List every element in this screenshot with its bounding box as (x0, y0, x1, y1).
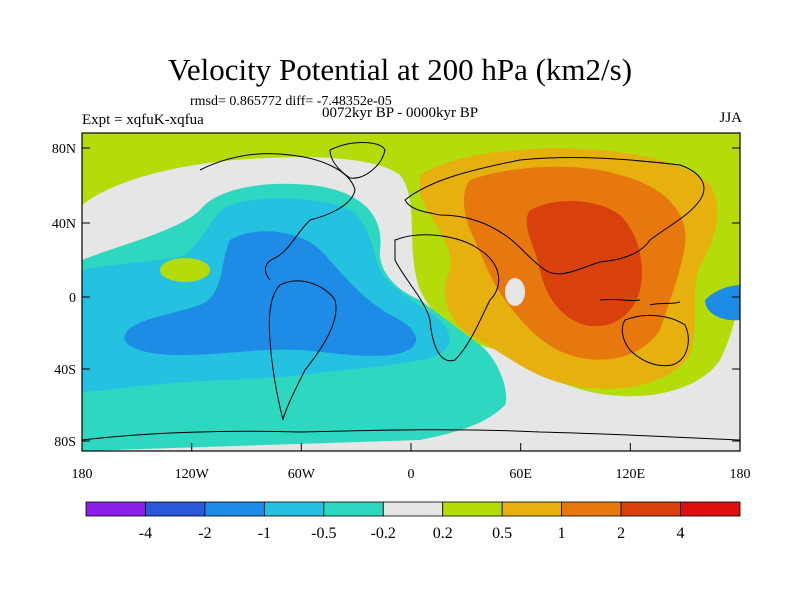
colorbar-label: -1 (258, 525, 271, 542)
coast-africa (394, 234, 500, 362)
lat-label-40s: 40S (54, 363, 76, 378)
experiment-label: Expt = xqfuK-xqfua (82, 112, 204, 128)
colorbar-label: 0.5 (492, 525, 512, 542)
field-blue (124, 231, 417, 356)
colorbar-swatch (323, 501, 384, 517)
colorbar-label: -4 (139, 525, 152, 542)
coast-greenland (329, 142, 386, 179)
colorbar-swatch (620, 501, 681, 517)
season-label: JJA (719, 110, 742, 126)
colorbar-swatch (561, 501, 622, 517)
colorbar-swatch (382, 501, 444, 517)
coast-australia (621, 315, 689, 367)
colorbar-label: -2 (198, 525, 211, 542)
chart-title: Velocity Potential at 200 hPa (km2/s) (167, 52, 633, 87)
lon-label-60e: 60E (509, 467, 532, 482)
colorbar-label: -0.2 (371, 525, 396, 542)
lon-label-180w: 180 (72, 467, 93, 482)
lat-tick-marks (82, 147, 740, 442)
coast-indonesia (599, 298, 681, 306)
colorbar-label: 1 (558, 525, 566, 542)
colorbar-swatch (501, 501, 563, 517)
lat-label-40n: 40N (52, 217, 76, 232)
lat-label-0: 0 (69, 291, 76, 306)
lon-label-60w: 60W (288, 467, 316, 482)
colorbar-swatch (145, 501, 206, 517)
colorbar-swatch (263, 501, 325, 517)
coast-eurasia (404, 157, 705, 275)
field-east-edge (705, 285, 740, 321)
lon-label-120e: 120E (616, 467, 646, 482)
contour-fields (82, 133, 740, 451)
colorbar-swatch (442, 501, 503, 517)
colorbar-label: 2 (617, 525, 625, 542)
coastlines (82, 142, 740, 441)
stats-text: rmsd= 0.865772 diff= -7.48352e-05 (190, 94, 392, 109)
lon-label-180e: 180 (730, 467, 751, 482)
colorbar-label: 0.2 (433, 525, 453, 542)
coast-north-america (199, 153, 356, 281)
colorbar-label: -0.5 (311, 525, 336, 542)
lat-label-80n: 80N (52, 142, 76, 157)
lat-label-80s: 80S (54, 435, 76, 450)
lon-tick-marks (81, 443, 741, 451)
colorbar: -4 -2 -1 -0.5 -0.2 0.2 0.5 1 2 4 (85, 501, 741, 542)
field-dark-orange (526, 200, 642, 327)
colorbar-swatch (680, 501, 741, 517)
lon-label-120w: 120W (175, 467, 210, 482)
colorbar-swatch (85, 501, 146, 517)
lon-label-0: 0 (408, 467, 415, 482)
colorbar-swatch (204, 501, 265, 517)
coast-south-america (268, 280, 337, 421)
coast-antarctica (82, 429, 740, 441)
field-africa-hole (505, 278, 525, 306)
colorbar-label: 4 (677, 525, 685, 542)
period-label: 0072kyr BP - 0000kyr BP (322, 105, 479, 121)
field-pacific-blob (160, 258, 210, 282)
